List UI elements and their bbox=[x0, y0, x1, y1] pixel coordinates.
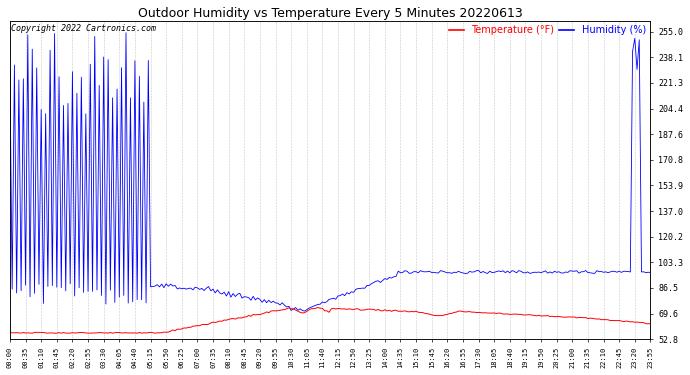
Title: Outdoor Humidity vs Temperature Every 5 Minutes 20220613: Outdoor Humidity vs Temperature Every 5 … bbox=[138, 7, 522, 20]
Text: Copyright 2022 Cartronics.com: Copyright 2022 Cartronics.com bbox=[10, 24, 155, 33]
Legend: Temperature (°F), Humidity (%): Temperature (°F), Humidity (%) bbox=[445, 21, 650, 39]
